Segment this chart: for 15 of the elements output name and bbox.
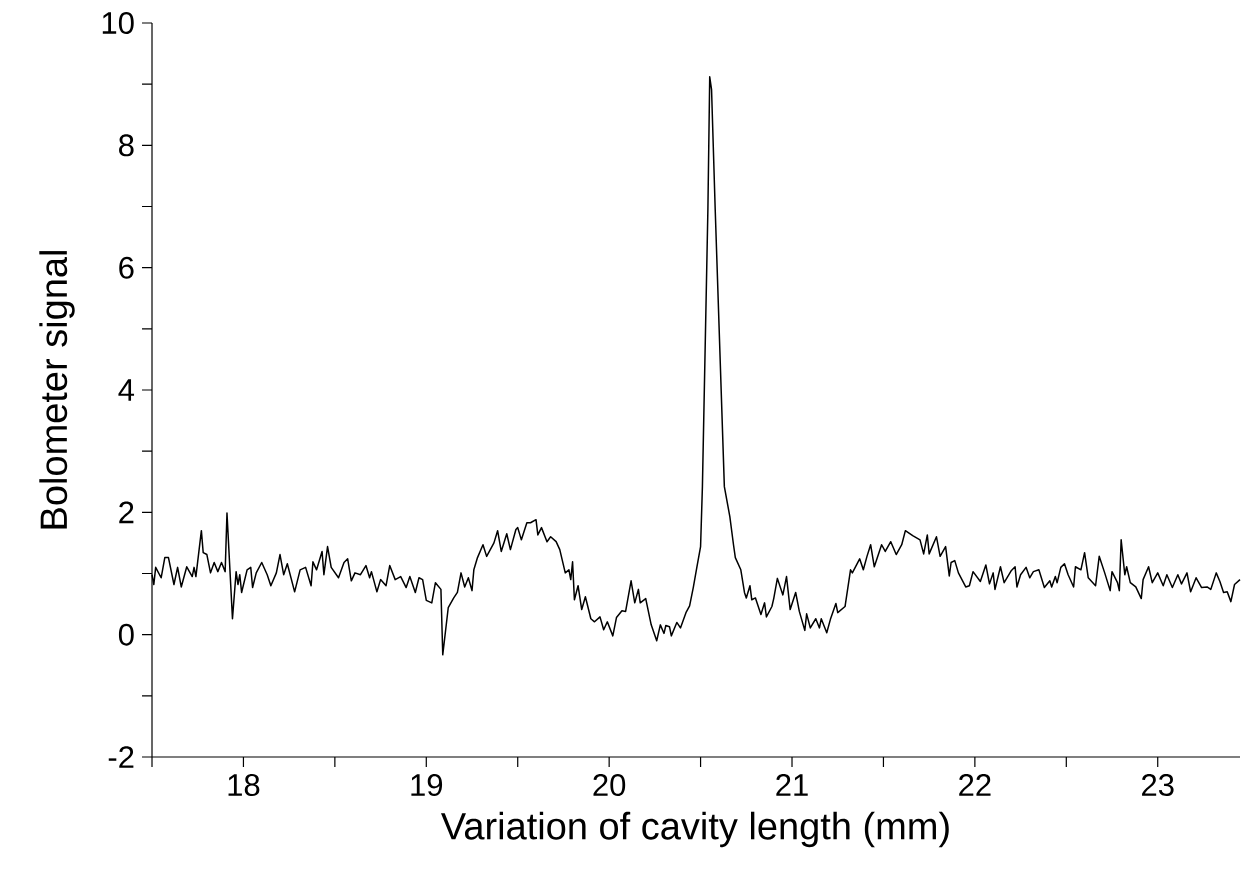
x-tick-label: 21 — [776, 774, 808, 796]
x-tick-label: 19 — [411, 774, 443, 797]
x-axis-title: Variation of cavity length (mm) — [440, 811, 949, 848]
y-tick-label: 6 — [119, 256, 134, 279]
y-tick-label: 4 — [118, 379, 135, 401]
x-tick-label: 20 — [593, 774, 626, 797]
y-tick-label: 2 — [119, 501, 134, 524]
x-tick-label: 22 — [959, 774, 991, 796]
y-axis-title: Bolometer signal — [39, 251, 75, 529]
x-tick-label: 23 — [1142, 774, 1174, 797]
y-tick-label: -2 — [108, 746, 134, 768]
y-tick-label: 10 — [102, 12, 134, 34]
y-tick-label: 0 — [118, 623, 134, 646]
x-tick-label: 18 — [228, 774, 260, 797]
y-tick-label: 8 — [119, 134, 134, 157]
